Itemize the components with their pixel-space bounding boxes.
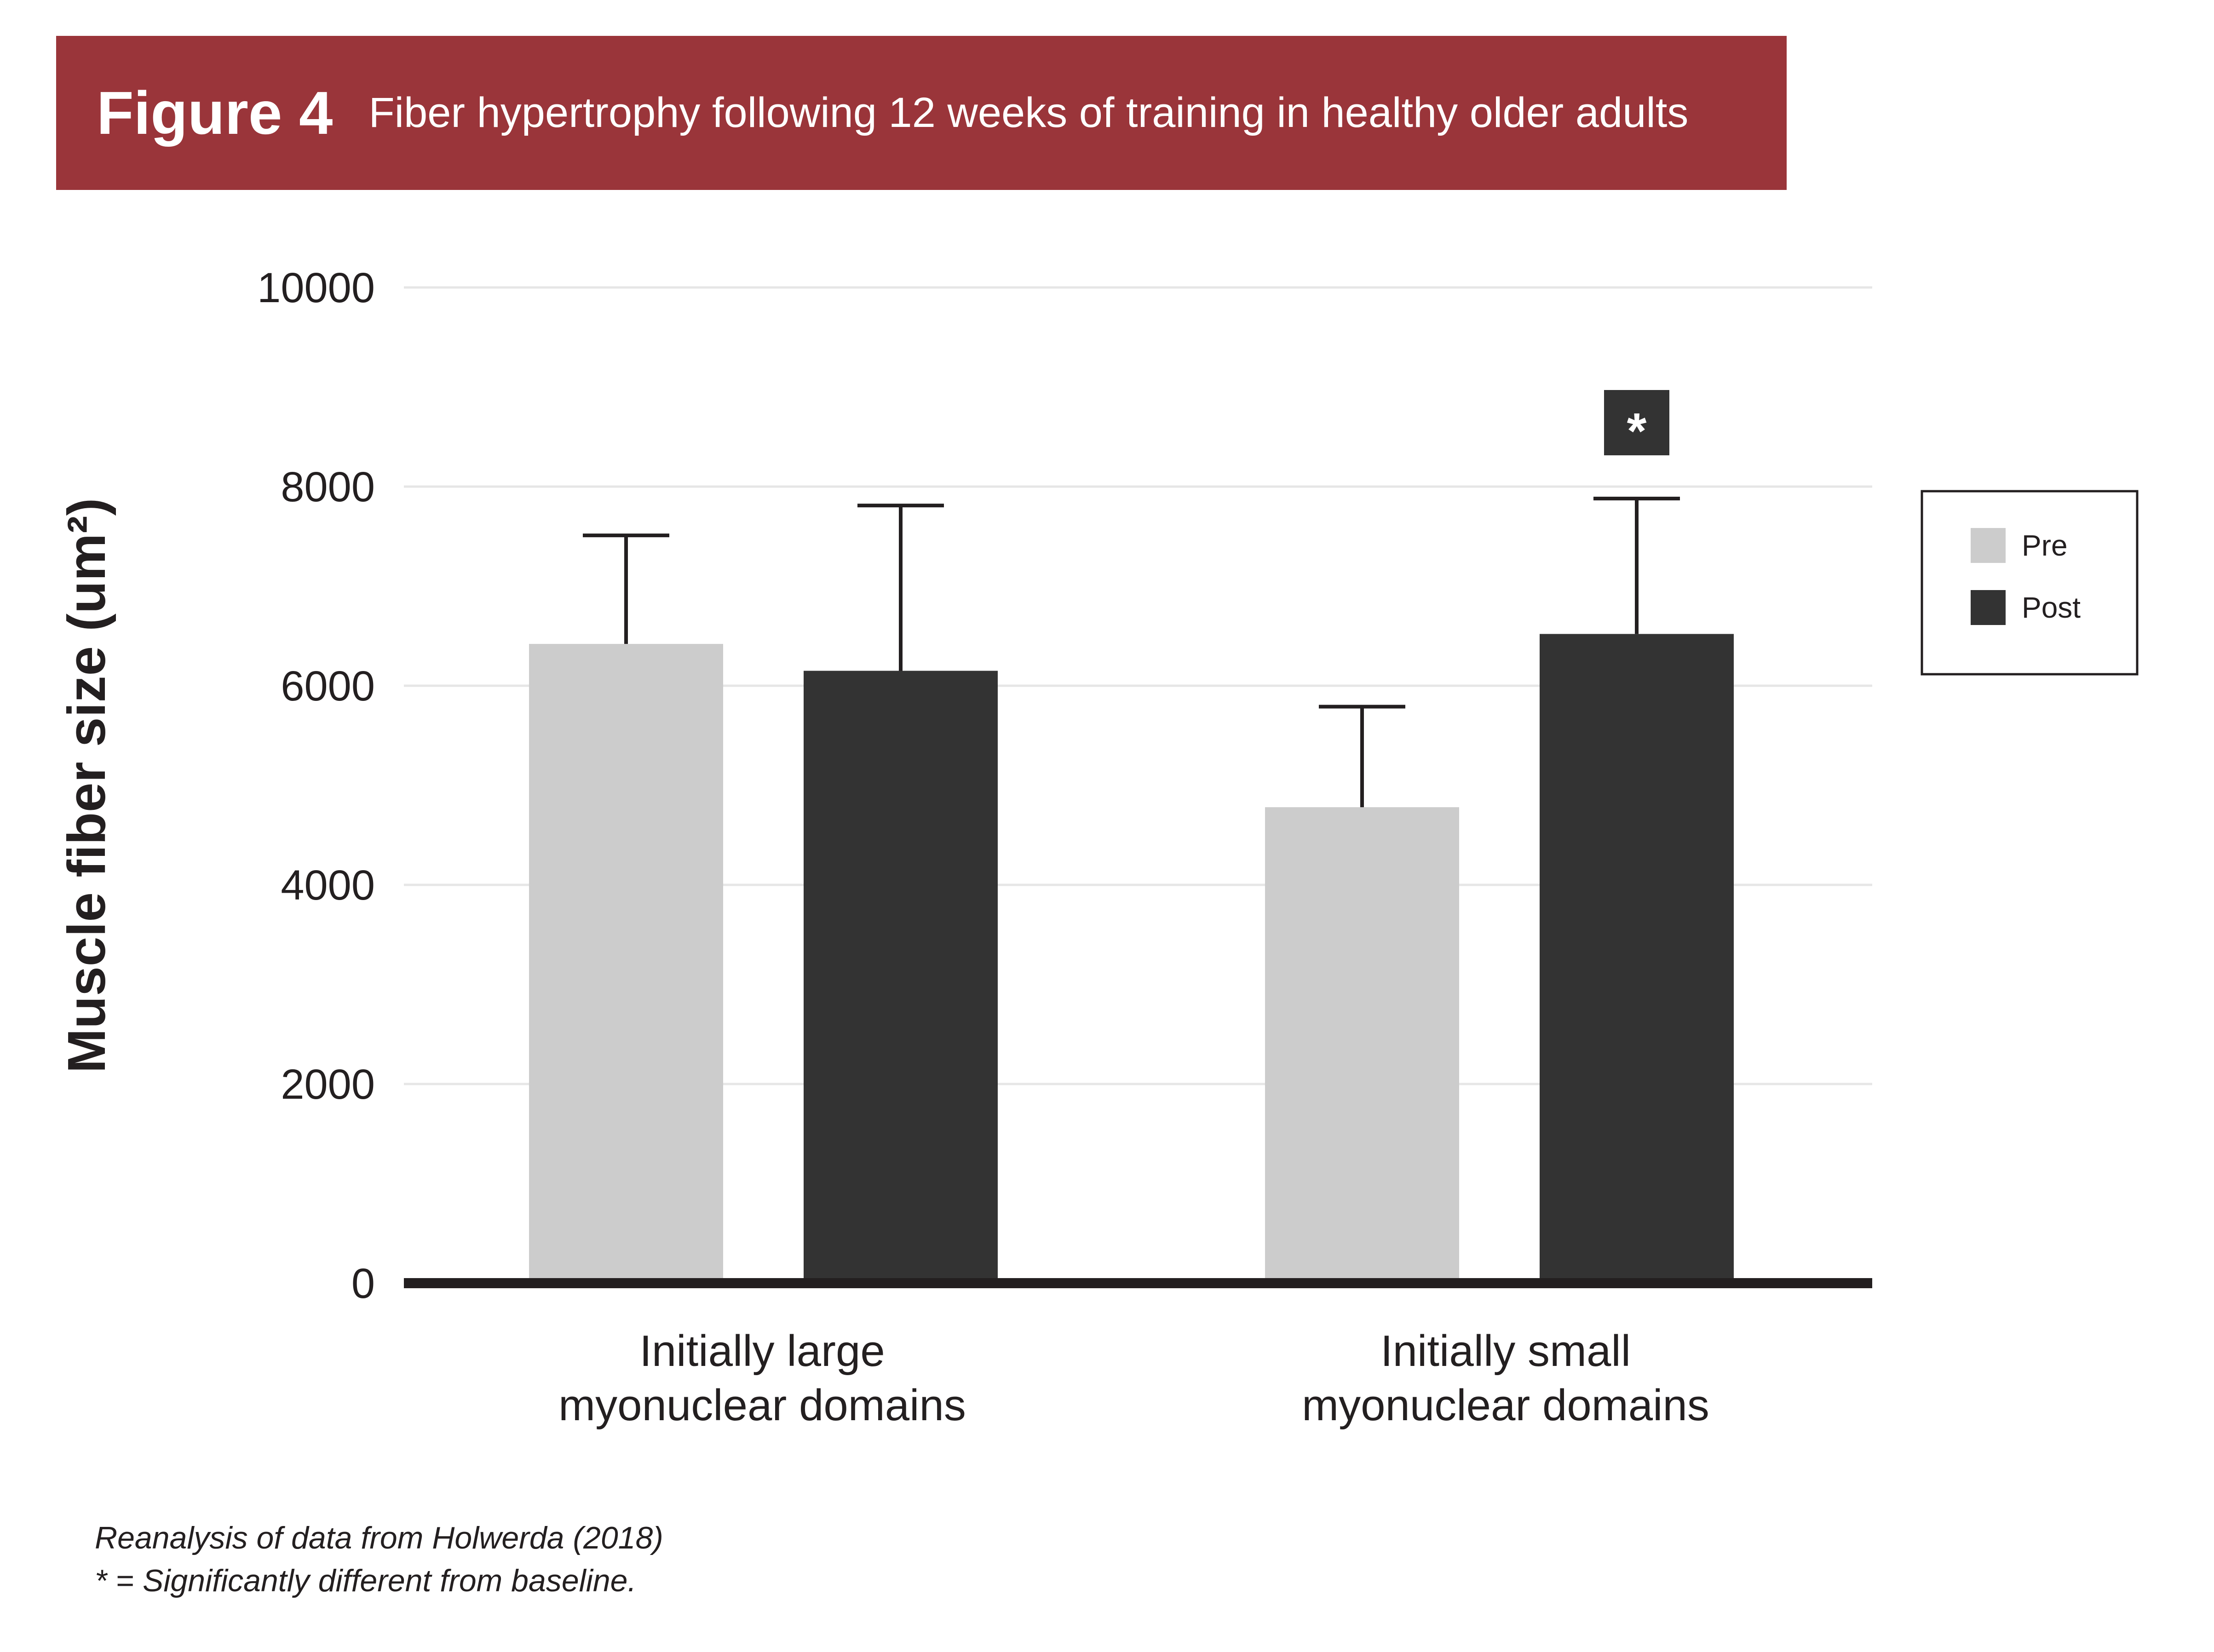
y-tick-label: 8000 bbox=[281, 464, 375, 511]
bar-post bbox=[804, 671, 998, 1283]
legend-swatch-pre bbox=[1971, 528, 2006, 563]
y-tick-label: 4000 bbox=[281, 862, 375, 909]
bar-pre bbox=[529, 644, 723, 1283]
footnote-significance: * = Significantly different from baselin… bbox=[95, 1563, 637, 1598]
figure-banner: Figure 4 Fiber hypertrophy following 12 … bbox=[56, 36, 1787, 190]
y-tick-label: 10000 bbox=[257, 264, 375, 311]
y-axis-label: Muscle fiber size (um²) bbox=[57, 498, 116, 1073]
y-tick-label: 0 bbox=[351, 1260, 375, 1307]
y-tick-label: 2000 bbox=[281, 1061, 375, 1108]
legend-box bbox=[1921, 490, 2139, 676]
legend-label-post: Post bbox=[2022, 591, 2081, 624]
legend-label-pre: Pre bbox=[2022, 529, 2068, 562]
x-category-label: Initially small bbox=[1380, 1326, 1631, 1376]
figure-label: Figure 4 bbox=[97, 79, 333, 147]
significance-star: * bbox=[1627, 403, 1647, 459]
footnote-source: Reanalysis of data from Holwerda (2018) bbox=[95, 1520, 663, 1555]
x-category-label: Initially large bbox=[639, 1326, 885, 1376]
x-category-label: myonuclear domains bbox=[558, 1381, 966, 1430]
y-tick-label: 6000 bbox=[281, 663, 375, 710]
bar-post bbox=[1540, 634, 1734, 1283]
figure-title: Fiber hypertrophy following 12 weeks of … bbox=[368, 89, 1689, 136]
significance-badge bbox=[1604, 390, 1669, 455]
bar-pre bbox=[1265, 807, 1459, 1283]
legend-swatch-post bbox=[1971, 590, 2006, 625]
x-category-label: myonuclear domains bbox=[1302, 1381, 1709, 1430]
